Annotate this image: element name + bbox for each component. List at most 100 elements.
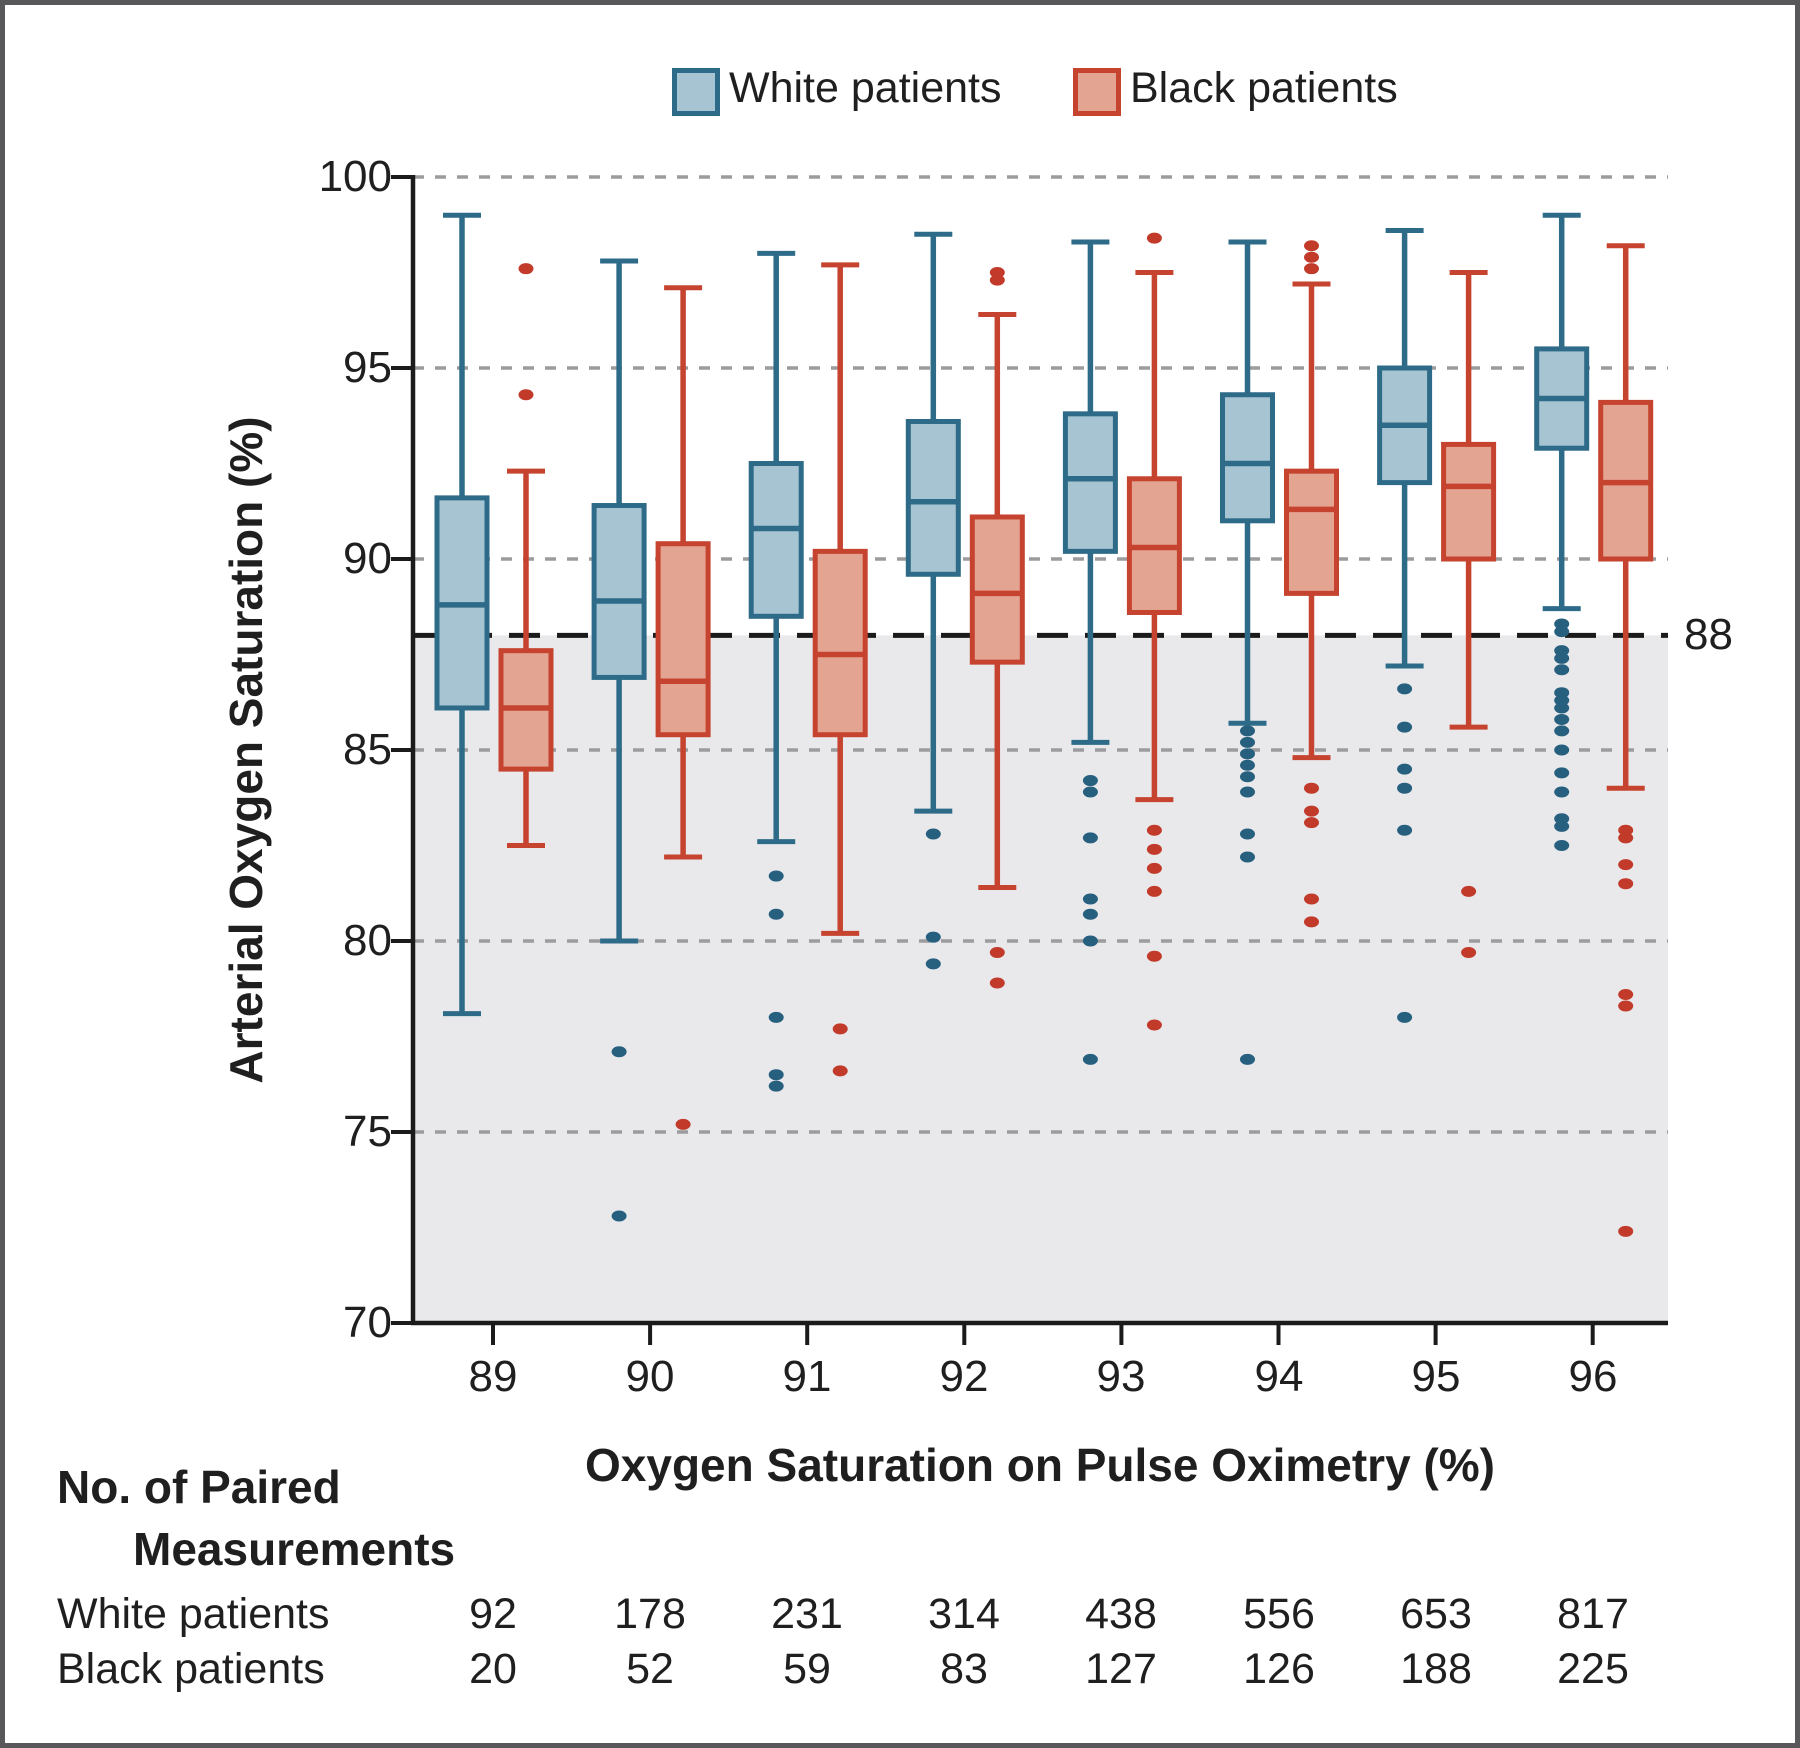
outlier-dot bbox=[1240, 725, 1255, 737]
outlier-dot bbox=[1146, 843, 1162, 855]
outlier-dot bbox=[1240, 828, 1255, 840]
count-white: 438 bbox=[1085, 1590, 1157, 1638]
outlier-dot bbox=[1554, 713, 1570, 725]
outlier-dot bbox=[1146, 232, 1162, 244]
iqr-box bbox=[969, 514, 1025, 665]
outlier-dot bbox=[925, 958, 941, 970]
count-black: 126 bbox=[1243, 1645, 1315, 1693]
outlier-dot bbox=[1397, 763, 1413, 775]
outlier-dot bbox=[832, 1023, 848, 1035]
outlier-dot bbox=[1618, 824, 1634, 836]
outlier-dot bbox=[518, 389, 534, 401]
outlier-dot bbox=[1240, 736, 1255, 748]
y-tick-label: 100 bbox=[318, 152, 392, 201]
outlier-dot bbox=[1240, 786, 1255, 798]
outlier-dot bbox=[1554, 744, 1570, 756]
outlier-dot bbox=[1554, 786, 1570, 798]
outlier-dot bbox=[1554, 687, 1570, 699]
outlier-dot bbox=[1554, 645, 1570, 657]
outlier-dot bbox=[1554, 694, 1570, 706]
boxplot-black-91 bbox=[812, 262, 868, 1077]
outlier-dot bbox=[1082, 832, 1098, 844]
boxplot-white-92 bbox=[905, 231, 961, 970]
outlier-dot bbox=[611, 1210, 627, 1222]
counts-row-label-white: White patients bbox=[57, 1590, 330, 1638]
outlier-dot bbox=[1304, 805, 1319, 817]
x-tick-label: 96 bbox=[1568, 1352, 1618, 1401]
outlier-dot bbox=[1554, 652, 1570, 664]
outlier-dot bbox=[1240, 1053, 1255, 1065]
outlier-dot bbox=[768, 1011, 784, 1023]
count-white: 178 bbox=[614, 1590, 686, 1638]
y-tick-label: 90 bbox=[343, 534, 392, 583]
count-black: 83 bbox=[940, 1645, 988, 1693]
boxplot-white-95 bbox=[1377, 227, 1433, 1023]
shaded-region-below-88 bbox=[415, 635, 1668, 1323]
count-black: 20 bbox=[469, 1645, 517, 1693]
legend-label-white-patients: White patients bbox=[729, 64, 1002, 112]
count-white: 314 bbox=[928, 1590, 1000, 1638]
outlier-dot bbox=[989, 274, 1005, 286]
outlier-dot bbox=[1554, 767, 1570, 779]
count-white: 92 bbox=[469, 1590, 517, 1638]
outlier-dot bbox=[989, 946, 1005, 958]
count-black: 127 bbox=[1085, 1645, 1157, 1693]
outlier-dot bbox=[1240, 759, 1255, 771]
legend-label-black-patients: Black patients bbox=[1130, 64, 1398, 112]
outlier-dot bbox=[832, 1065, 848, 1077]
iqr-box bbox=[812, 548, 868, 738]
count-white: 231 bbox=[771, 1590, 843, 1638]
outlier-dot bbox=[1146, 862, 1162, 874]
outlier-dot bbox=[518, 263, 534, 275]
outlier-dot bbox=[768, 1069, 784, 1081]
outlier-dot bbox=[1082, 935, 1098, 947]
boxplot-black-89 bbox=[498, 263, 554, 848]
outlier-dot bbox=[1397, 824, 1413, 836]
outlier-dot bbox=[675, 1118, 691, 1130]
outlier-dot bbox=[1082, 775, 1098, 787]
boxplot-black-94 bbox=[1284, 240, 1339, 928]
outlier-dot bbox=[1397, 782, 1413, 794]
outlier-dot bbox=[1397, 721, 1413, 733]
x-tick-label: 89 bbox=[468, 1352, 518, 1401]
outlier-dot bbox=[1554, 813, 1570, 825]
boxplot-white-90 bbox=[591, 258, 647, 1222]
x-tick-label: 95 bbox=[1411, 1352, 1461, 1401]
outlier-dot bbox=[1082, 786, 1098, 798]
count-white: 556 bbox=[1243, 1590, 1315, 1638]
iqr-box bbox=[655, 541, 711, 738]
iqr-box bbox=[1441, 441, 1497, 562]
outlier-dot bbox=[1082, 1053, 1098, 1065]
count-white: 817 bbox=[1557, 1590, 1629, 1638]
outlier-dot bbox=[1554, 626, 1570, 638]
outlier-dot bbox=[1240, 771, 1255, 783]
outlier-dot bbox=[1554, 725, 1570, 737]
x-axis-title: Oxygen Saturation on Pulse Oximetry (%) bbox=[585, 1439, 1495, 1491]
outlier-dot bbox=[611, 1046, 627, 1058]
outlier-dot bbox=[1082, 893, 1098, 905]
x-tick-label: 91 bbox=[782, 1352, 832, 1401]
iqr-box bbox=[905, 418, 961, 577]
counts-table-header-line2: Measurements bbox=[133, 1523, 456, 1575]
iqr-box bbox=[748, 461, 804, 619]
outlier-dot bbox=[925, 828, 941, 840]
count-white: 653 bbox=[1400, 1590, 1472, 1638]
counts-row-label-black: Black patients bbox=[57, 1645, 325, 1693]
threshold-label: 88 bbox=[1684, 610, 1733, 659]
outlier-dot bbox=[989, 977, 1005, 989]
outlier-dot bbox=[1554, 618, 1570, 630]
outlier-dot bbox=[1304, 251, 1319, 263]
outlier-dot bbox=[1618, 878, 1634, 890]
count-black: 188 bbox=[1400, 1645, 1472, 1693]
x-tick-label: 93 bbox=[1096, 1352, 1146, 1401]
boxplot-white-91 bbox=[748, 250, 804, 1092]
outlier-dot bbox=[925, 931, 941, 943]
legend-swatch-white-patients bbox=[672, 68, 720, 116]
count-black: 52 bbox=[626, 1645, 674, 1693]
boxplot-white-89 bbox=[434, 212, 490, 1017]
outlier-dot bbox=[1397, 1011, 1413, 1023]
outlier-dot bbox=[1146, 950, 1162, 962]
outlier-dot bbox=[1304, 916, 1319, 928]
outlier-dot bbox=[1240, 851, 1255, 863]
